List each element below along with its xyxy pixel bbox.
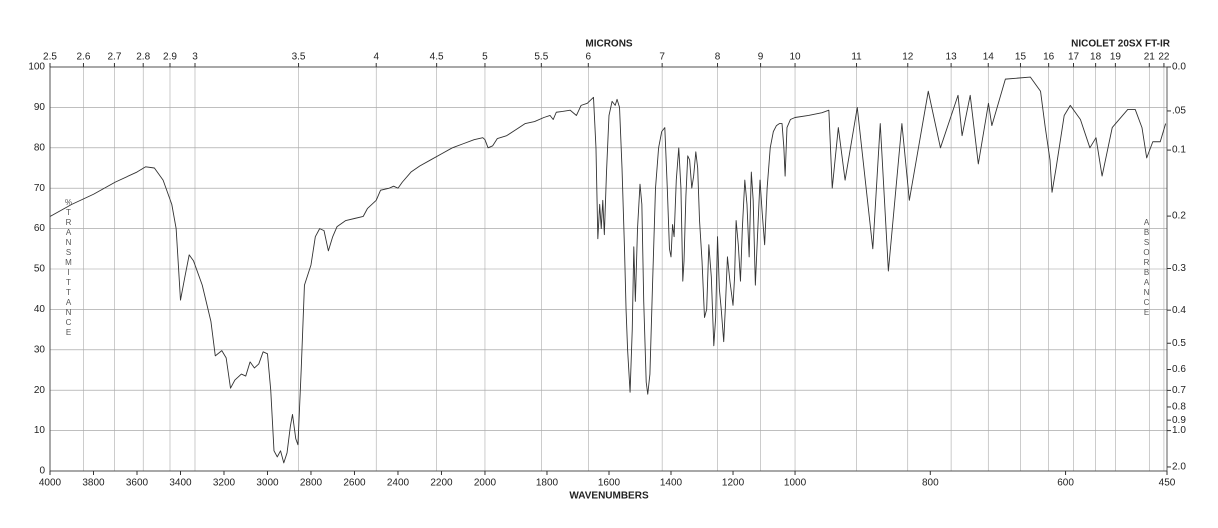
x-tick-label: 800 bbox=[922, 478, 939, 489]
x-tick-label: 2200 bbox=[430, 478, 453, 489]
top-tick-label: 21 bbox=[1144, 52, 1156, 63]
top-tick-label: 14 bbox=[983, 52, 995, 63]
x-tick-label: 2600 bbox=[343, 478, 366, 489]
x-tick-label: 1600 bbox=[598, 478, 621, 489]
top-tick-label: 8 bbox=[715, 52, 721, 63]
instrument-label: NICOLET 20SX FT-IR bbox=[1071, 39, 1171, 50]
y2-tick-label: 0.7 bbox=[1172, 385, 1186, 396]
x-tick-label: 3200 bbox=[213, 478, 236, 489]
top-tick-label: 19 bbox=[1110, 52, 1122, 63]
top-tick-label: 2.7 bbox=[107, 52, 121, 63]
y2-tick-label: 2.0 bbox=[1172, 462, 1186, 473]
x-tick-label: 1000 bbox=[784, 478, 807, 489]
top-tick-label: 10 bbox=[789, 52, 801, 63]
y2-tick-label: .05 bbox=[1172, 106, 1186, 117]
top-tick-label: 2.8 bbox=[136, 52, 150, 63]
y-tick-label: 40 bbox=[34, 304, 46, 315]
x-tick-label: 3400 bbox=[169, 478, 192, 489]
y-tick-label: 60 bbox=[34, 223, 46, 234]
x-tick-label: 3000 bbox=[256, 478, 279, 489]
y2-tick-label: 0.2 bbox=[1172, 211, 1186, 222]
x-tick-label: 2800 bbox=[300, 478, 323, 489]
top-tick-label: 2.9 bbox=[163, 52, 177, 63]
top-tick-label: 3 bbox=[192, 52, 198, 63]
y2-tick-label: 0.1 bbox=[1172, 145, 1186, 156]
y2-tick-label: 0.8 bbox=[1172, 402, 1186, 413]
top-tick-label: 2.6 bbox=[77, 52, 91, 63]
y-tick-label: 80 bbox=[34, 142, 46, 153]
y2-tick-label: 0.6 bbox=[1172, 364, 1186, 375]
y-tick-label: 90 bbox=[34, 102, 46, 113]
top-tick-label: 16 bbox=[1043, 52, 1055, 63]
y-tick-label: 10 bbox=[34, 425, 46, 436]
plot-frame bbox=[49, 66, 1168, 472]
top-tick-label: 7 bbox=[659, 52, 665, 63]
y2-tick-label: 0.4 bbox=[1172, 305, 1186, 316]
top-tick-label: 15 bbox=[1015, 52, 1027, 63]
top-tick-label: 13 bbox=[946, 52, 958, 63]
y2-tick-label: 0.3 bbox=[1172, 263, 1186, 274]
top-tick-label: 22 bbox=[1158, 52, 1170, 63]
top-tick-label: 11 bbox=[851, 52, 862, 63]
y2-tick-label: 0.0 bbox=[1172, 62, 1186, 73]
x-tick-label: 2000 bbox=[474, 478, 497, 489]
top-tick-label: 4.5 bbox=[430, 52, 444, 63]
x-tick-label: 1200 bbox=[722, 478, 745, 489]
top-tick-label: 17 bbox=[1068, 52, 1080, 63]
x-tick-label: 2400 bbox=[387, 478, 410, 489]
top-tick-label: 4 bbox=[373, 52, 379, 63]
y2-tick-label: 1.0 bbox=[1172, 425, 1186, 436]
y-tick-label: 20 bbox=[34, 385, 46, 396]
y2-tick-label: 0.9 bbox=[1172, 415, 1186, 426]
y-tick-label: 30 bbox=[34, 344, 46, 355]
top-tick-label: 18 bbox=[1090, 52, 1102, 63]
top-tick-label: 5 bbox=[482, 52, 488, 63]
y-tick-label: 0 bbox=[39, 466, 45, 477]
y-axis-title: %TRANSMITTANCE bbox=[64, 198, 73, 338]
x-tick-label: 3800 bbox=[82, 478, 105, 489]
top-tick-label: 3.5 bbox=[292, 52, 306, 63]
x-tick-label: 3600 bbox=[126, 478, 149, 489]
top-tick-label: 5.5 bbox=[534, 52, 548, 63]
y2-axis-title: ABSORBANCE bbox=[1142, 218, 1151, 318]
x-tick-label: 1400 bbox=[660, 478, 683, 489]
top-tick-label: 6 bbox=[586, 52, 592, 63]
x-tick-label: 600 bbox=[1057, 478, 1074, 489]
x-tick-label: 1800 bbox=[536, 478, 559, 489]
top-axis-title: MICRONS bbox=[585, 39, 633, 50]
y-tick-label: 100 bbox=[28, 62, 45, 73]
top-tick-label: 2.5 bbox=[43, 52, 57, 63]
x-tick-label: 450 bbox=[1159, 478, 1176, 489]
top-tick-label: 12 bbox=[902, 52, 914, 63]
y2-tick-label: 0.5 bbox=[1172, 338, 1186, 349]
y-tick-label: 70 bbox=[34, 183, 46, 194]
top-tick-label: 9 bbox=[758, 52, 764, 63]
x-tick-label: 4000 bbox=[39, 478, 62, 489]
y-tick-label: 50 bbox=[34, 264, 46, 275]
spectrum-line bbox=[49, 76, 1167, 464]
x-axis-title: WAVENUMBERS bbox=[569, 491, 649, 502]
